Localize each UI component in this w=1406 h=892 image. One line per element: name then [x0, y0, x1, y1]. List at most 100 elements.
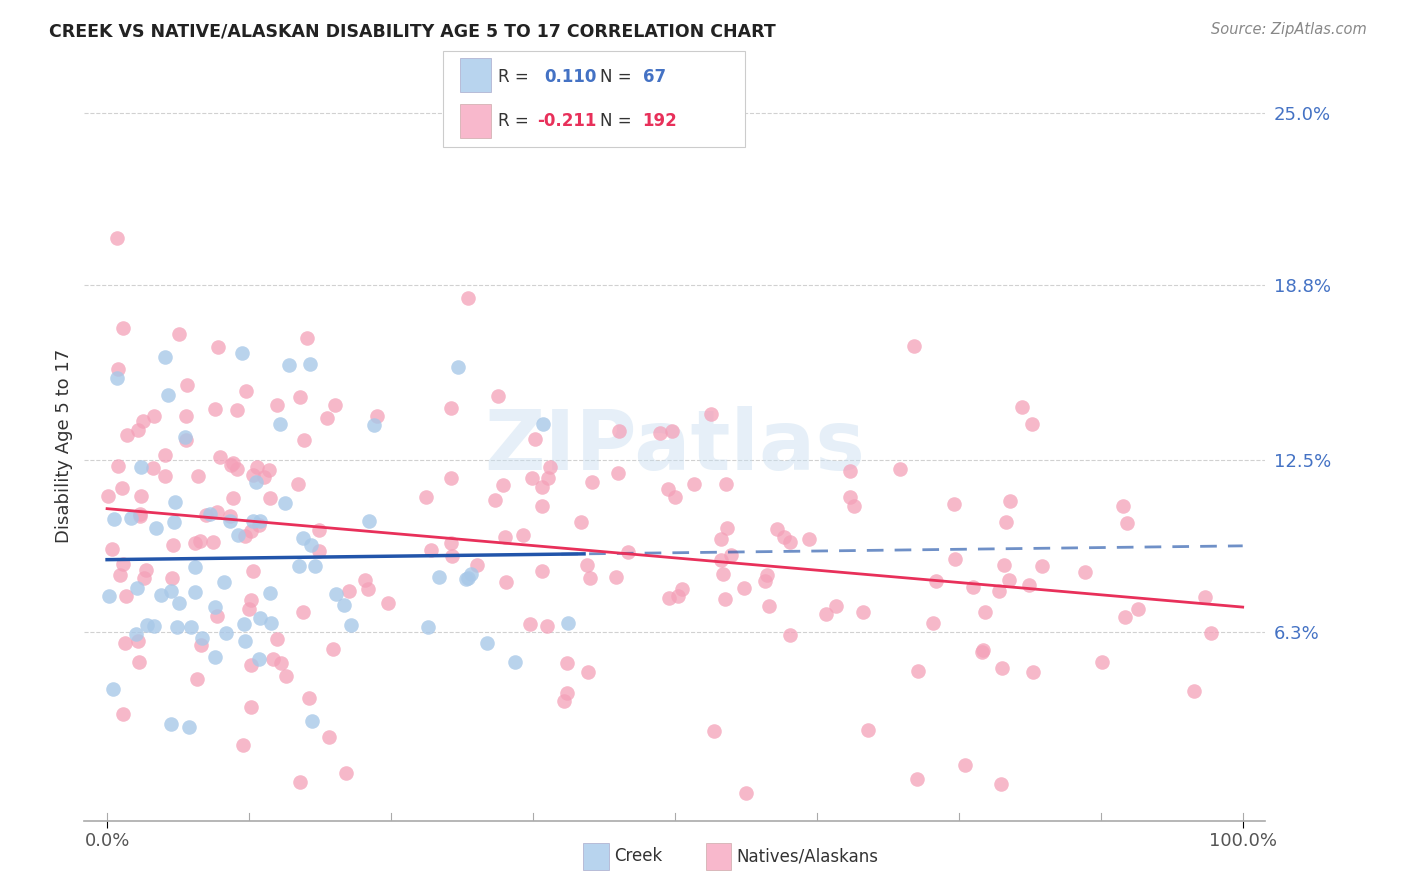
- Point: [415, 491, 437, 505]
- Point: [149, 588, 172, 602]
- Point: [163, 516, 186, 530]
- Point: [658, 591, 681, 605]
- Point: [447, 359, 470, 374]
- Text: R =: R =: [498, 68, 534, 86]
- Point: [316, 411, 339, 425]
- Point: [160, 571, 183, 585]
- Point: [661, 424, 683, 438]
- Point: [943, 552, 966, 566]
- Point: [484, 493, 506, 508]
- Point: [1126, 601, 1149, 615]
- Point: [357, 582, 380, 596]
- Point: [127, 423, 149, 437]
- Point: [1114, 610, 1136, 624]
- Point: [772, 531, 794, 545]
- Point: [921, 616, 943, 631]
- Point: [903, 339, 925, 353]
- Point: [204, 402, 226, 417]
- Point: [457, 570, 479, 584]
- Point: [503, 656, 526, 670]
- Point: [215, 626, 238, 640]
- Point: [163, 494, 186, 508]
- Point: [226, 403, 249, 417]
- Point: [716, 521, 738, 535]
- Point: [308, 524, 330, 538]
- Point: [720, 548, 742, 562]
- Point: [337, 584, 360, 599]
- Point: [228, 527, 250, 541]
- Point: [239, 657, 262, 672]
- Point: [103, 512, 125, 526]
- Point: [575, 558, 598, 572]
- Point: [107, 362, 129, 376]
- Point: [536, 618, 558, 632]
- Point: [242, 514, 264, 528]
- Point: [135, 563, 157, 577]
- Point: [607, 466, 630, 480]
- Point: [245, 475, 267, 490]
- Point: [465, 558, 488, 572]
- Point: [495, 574, 517, 589]
- Point: [1194, 591, 1216, 605]
- Point: [650, 425, 672, 440]
- Point: [291, 531, 314, 545]
- Point: [125, 627, 148, 641]
- Point: [129, 507, 152, 521]
- Point: [494, 530, 516, 544]
- Point: [157, 388, 180, 402]
- Point: [703, 723, 725, 738]
- Point: [225, 461, 247, 475]
- Point: [664, 490, 686, 504]
- Point: [359, 514, 381, 528]
- Point: [259, 585, 281, 599]
- Point: [218, 509, 240, 524]
- Point: [710, 533, 733, 547]
- Point: [1031, 558, 1053, 573]
- Point: [219, 514, 242, 528]
- Point: [555, 686, 578, 700]
- Point: [377, 596, 399, 610]
- Point: [212, 574, 235, 589]
- Point: [581, 475, 603, 489]
- Point: [988, 583, 1011, 598]
- Point: [537, 471, 560, 485]
- Point: [340, 618, 363, 632]
- Point: [990, 661, 1012, 675]
- Point: [166, 620, 188, 634]
- Point: [186, 469, 208, 483]
- Point: [232, 738, 254, 752]
- Point: [797, 532, 820, 546]
- Point: [160, 717, 183, 731]
- Point: [671, 582, 693, 596]
- Point: [233, 633, 256, 648]
- Point: [240, 524, 263, 538]
- Point: [440, 401, 463, 416]
- Point: [153, 350, 176, 364]
- Point: [889, 461, 911, 475]
- Point: [259, 462, 281, 476]
- Point: [530, 480, 553, 494]
- Point: [779, 534, 801, 549]
- Point: [710, 552, 733, 566]
- Point: [253, 469, 276, 483]
- Point: [607, 424, 630, 438]
- Point: [231, 345, 253, 359]
- Point: [194, 508, 217, 523]
- Text: N =: N =: [600, 112, 637, 130]
- Point: [108, 568, 131, 582]
- Point: [1022, 665, 1045, 679]
- Point: [222, 456, 245, 470]
- Point: [142, 409, 165, 423]
- Point: [354, 573, 377, 587]
- Point: [132, 571, 155, 585]
- Point: [758, 599, 780, 613]
- Point: [519, 617, 541, 632]
- Point: [204, 650, 226, 665]
- Text: 67: 67: [643, 68, 665, 86]
- Point: [222, 491, 245, 506]
- Point: [260, 615, 283, 630]
- Text: ZIPatlas: ZIPatlas: [485, 406, 865, 486]
- Point: [1011, 400, 1033, 414]
- Point: [245, 460, 267, 475]
- Point: [107, 458, 129, 473]
